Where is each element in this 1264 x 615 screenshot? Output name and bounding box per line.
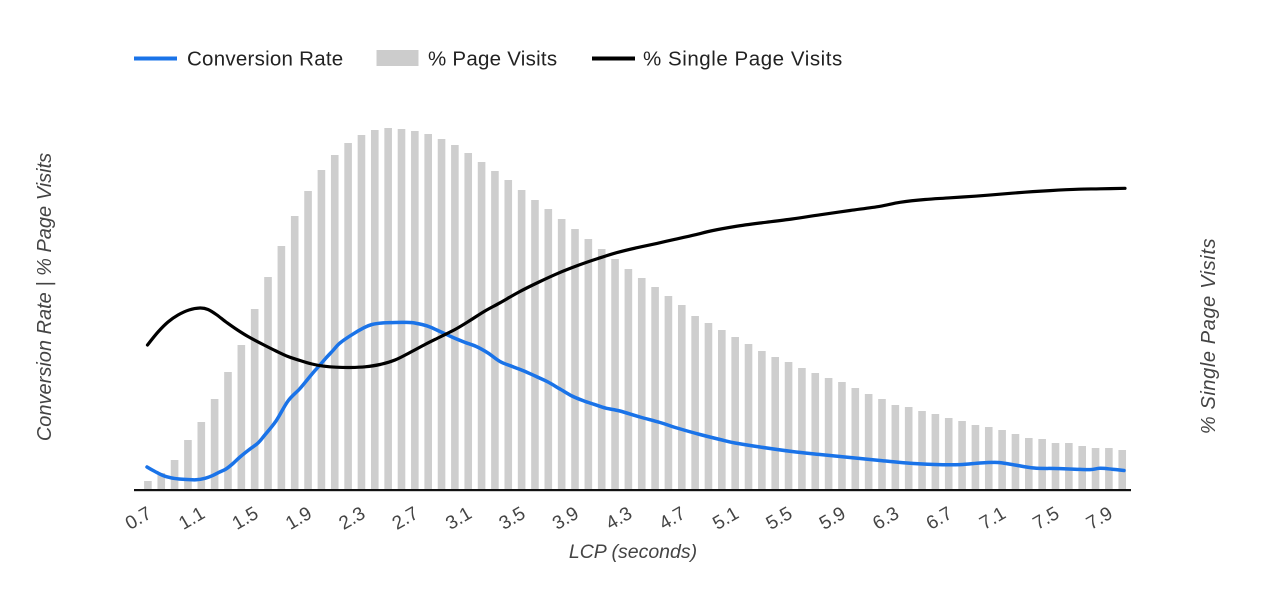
svg-text:% Single Page Visits: % Single Page Visits (643, 48, 843, 71)
svg-text:Conversion Rate | % Page Visit: Conversion Rate | % Page Visits (34, 153, 56, 441)
svg-text:LCP (seconds): LCP (seconds) (569, 541, 697, 563)
svg-text:% Page Visits: % Page Visits (428, 48, 557, 71)
svg-text:Conversion Rate: Conversion Rate (187, 48, 343, 71)
svg-text:% Single Page Visits: % Single Page Visits (1198, 238, 1220, 434)
